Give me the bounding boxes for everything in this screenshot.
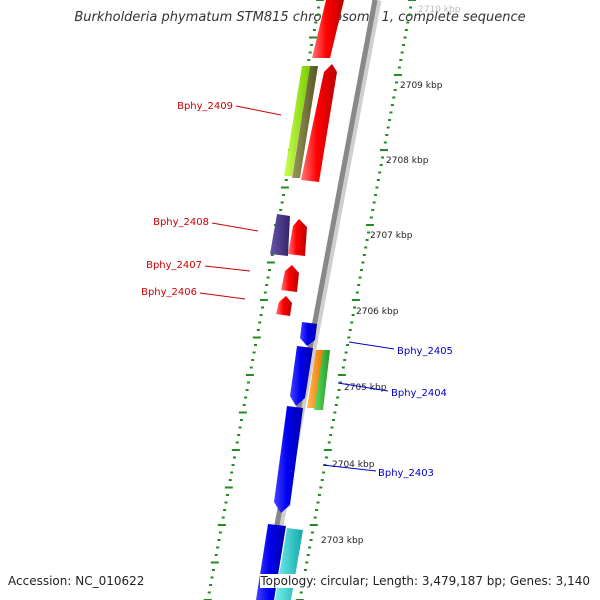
gene-label[interactable]: Bphy_2407 [146,260,202,271]
gene-feature-olive [292,66,318,178]
gene-leader-line [204,265,251,272]
kbp-label: 2706 kbp [356,307,399,317]
gene-leader-line [211,222,259,232]
topology-label: Topology: circular; Length: 3,479,187 bp… [260,574,590,588]
gene-label[interactable]: Bphy_2408 [153,217,209,228]
map-title: Burkholderia phymatum STM815 chromosome … [74,10,526,25]
gene-labels: Bphy_2409 Bphy_2408 Bphy_2407 Bphy_2406 Bphy… [141,101,453,479]
gene-feature-green [314,350,330,410]
kbp-label: 2707 kbp [370,231,413,241]
kbp-label: 2705 kbp [344,383,387,393]
gene-feature-red [288,219,307,256]
gene-feature-red [276,296,292,316]
gene-label[interactable]: Bphy_2405 [397,346,453,357]
kbp-label: 2704 kbp [332,460,375,470]
kbp-label: 2710 kbp [418,5,461,15]
kbp-label: 2708 kbp [386,156,429,166]
gene-feature-blue [300,322,317,346]
gene-feature-blue [274,406,303,513]
accession-label: Accession: NC_010622 [8,574,145,588]
gene-leader-line [199,292,246,300]
right-tick-track [295,0,416,600]
gene-feature-lime [284,66,310,176]
gene-leader-line [322,464,377,472]
gene-feature-blue [290,346,313,406]
kbp-label: 2709 kbp [400,81,443,91]
kbp-ruler: 2710 kbp 2709 kbp 2708 kbp 2707 kbp 2706 kbp… [321,5,461,546]
gene-label[interactable]: Bphy_2409 [177,101,233,112]
gene-feature-red [312,0,344,58]
gene-feature-orange [307,350,323,408]
gene-feature-red [281,265,299,292]
gene-leader-line [337,382,389,392]
gene-feature-navy [270,214,290,256]
gene-label[interactable]: Bphy_2406 [141,287,197,298]
kbp-label: 2703 kbp [321,536,364,546]
gene-feature-red [301,64,337,182]
gene-leader-line [348,341,395,350]
gene-label[interactable]: Bphy_2403 [378,468,434,479]
gene-leader-line [235,105,282,116]
gene-label[interactable]: Bphy_2404 [391,388,447,399]
